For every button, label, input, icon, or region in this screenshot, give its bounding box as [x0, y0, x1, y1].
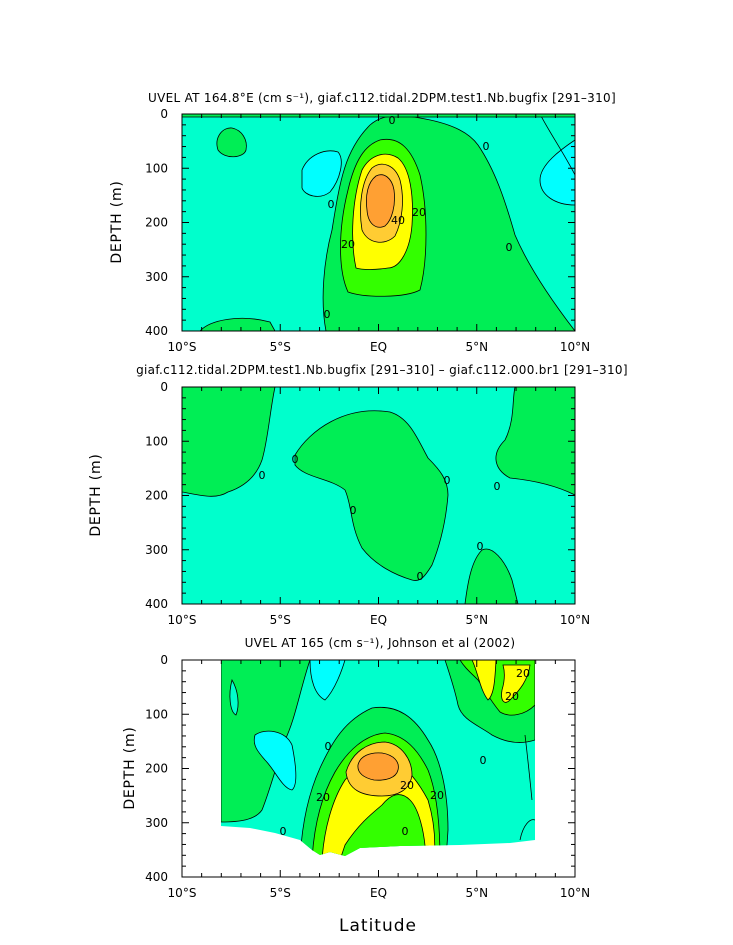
- y-tick-label: 200: [145, 762, 168, 776]
- x-tick-label: 10°N: [560, 886, 590, 900]
- p2-clabel: 0: [444, 474, 451, 487]
- p1-contour-labels: 0 0 0 0 0 20 20 40: [324, 114, 513, 321]
- p3-clabel: 20: [505, 690, 519, 703]
- p2-clabel: 0: [477, 540, 484, 553]
- p2-clabel: 0: [350, 504, 357, 517]
- y-tick-label: 0: [160, 653, 168, 667]
- x-tick-label: 5°S: [270, 886, 291, 900]
- p3-westward-north: [309, 660, 346, 701]
- panel-2: giaf.c112.tidal.2DPM.test1.Nb.bugfix [29…: [88, 363, 628, 627]
- p2-patch-east: [495, 387, 575, 496]
- p1-clabel: 20: [341, 238, 355, 251]
- x-tick-label: 10°S: [168, 886, 197, 900]
- panel-3-title: UVEL AT 165 (cm s⁻¹), Johnson et al (200…: [245, 636, 516, 650]
- y-tick-label: 400: [145, 597, 168, 611]
- p1-patch-north: [216, 127, 247, 158]
- y-tick-label: 400: [145, 870, 168, 884]
- p3-clabel: 20: [430, 789, 444, 802]
- panel-2-field: [182, 387, 575, 604]
- x-tick-label: EQ: [370, 886, 387, 900]
- x-tick-label: 5°S: [270, 340, 291, 354]
- panel-1-field: [182, 114, 575, 331]
- p3-clabel: 20: [400, 779, 414, 792]
- p3-clabel: 0: [402, 825, 409, 838]
- p1-clabel: 0: [506, 241, 513, 254]
- y-tick-label: 400: [145, 324, 168, 338]
- p1-clabel: 0: [328, 198, 335, 211]
- x-tick-label: 5°N: [465, 886, 488, 900]
- x-tick-label: EQ: [370, 613, 387, 627]
- panel-3: UVEL AT 165 (cm s⁻¹), Johnson et al (200…: [122, 636, 590, 936]
- panel-2-ylabel: DEPTH (m): [88, 453, 104, 536]
- x-tick-label: 10°N: [560, 613, 590, 627]
- p1-clabel: 0: [483, 140, 490, 153]
- p3-contour-20-east: [471, 660, 497, 701]
- x-tick-label: 5°N: [465, 613, 488, 627]
- p3-contour-60: [357, 752, 399, 781]
- p1-patch-deep: [199, 317, 276, 331]
- p2-clabel: 0: [417, 570, 424, 583]
- y-tick-label: 300: [145, 543, 168, 557]
- panel-3-field: [221, 660, 535, 856]
- panel-1-ylabel: DEPTH (m): [109, 180, 125, 263]
- p1-westward-patch: [301, 150, 342, 197]
- x-tick-label: 5°S: [270, 613, 291, 627]
- p3-clabel: 0: [280, 825, 287, 838]
- panel-1-title: UVEL AT 164.8°E (cm s⁻¹), giaf.c112.tida…: [148, 91, 616, 105]
- p1-clabel: 0: [389, 114, 396, 127]
- p1-clabel: 20: [412, 206, 426, 219]
- p2-clabel: 0: [259, 469, 266, 482]
- p3-contour-labels: 0 0 0 0 20 20 20 20 20: [280, 667, 531, 838]
- y-tick-label: 100: [145, 434, 168, 448]
- p2-contour-labels: 0 0 0 0 0 0 0: [259, 453, 501, 583]
- p3-westward-west: [253, 730, 297, 791]
- y-tick-label: 300: [145, 816, 168, 830]
- p1-contour-60: [366, 174, 395, 228]
- panel-3-xlabel: Latitude: [339, 916, 417, 936]
- p3-clabel: 0: [325, 740, 332, 753]
- panel-2-title: giaf.c112.tidal.2DPM.test1.Nb.bugfix [29…: [136, 363, 628, 377]
- p3-clabel: 0: [480, 754, 487, 767]
- p1-clabel: 0: [324, 308, 331, 321]
- p2-patch-deep: [464, 548, 519, 604]
- y-tick-label: 0: [160, 107, 168, 121]
- y-tick-label: 100: [145, 707, 168, 721]
- x-tick-label: EQ: [370, 340, 387, 354]
- x-tick-label: 10°N: [560, 340, 590, 354]
- p2-clabel: 0: [292, 453, 299, 466]
- p1-clabel: 40: [391, 214, 405, 227]
- p3-clabel: 20: [316, 791, 330, 804]
- y-tick-label: 0: [160, 380, 168, 394]
- x-tick-label: 10°S: [168, 340, 197, 354]
- p2-clabel: 0: [494, 480, 501, 493]
- x-tick-label: 10°S: [168, 613, 197, 627]
- y-tick-label: 300: [145, 270, 168, 284]
- y-tick-label: 100: [145, 161, 168, 175]
- p1-westward-east: [539, 139, 575, 206]
- x-tick-label: 5°N: [465, 340, 488, 354]
- p2-patch-west: [182, 387, 276, 497]
- y-tick-label: 200: [145, 489, 168, 503]
- y-tick-label: 200: [145, 216, 168, 230]
- panel-2-ticks: 10°S 5°S EQ 5°N 10°N 0 100 200 300 400: [145, 380, 590, 627]
- panel-3-ylabel: DEPTH (m): [122, 726, 138, 809]
- panel-1: UVEL AT 164.8°E (cm s⁻¹), giaf.c112.tida…: [109, 91, 616, 354]
- p3-clabel: 20: [516, 667, 530, 680]
- p2-patch-center: [294, 410, 449, 581]
